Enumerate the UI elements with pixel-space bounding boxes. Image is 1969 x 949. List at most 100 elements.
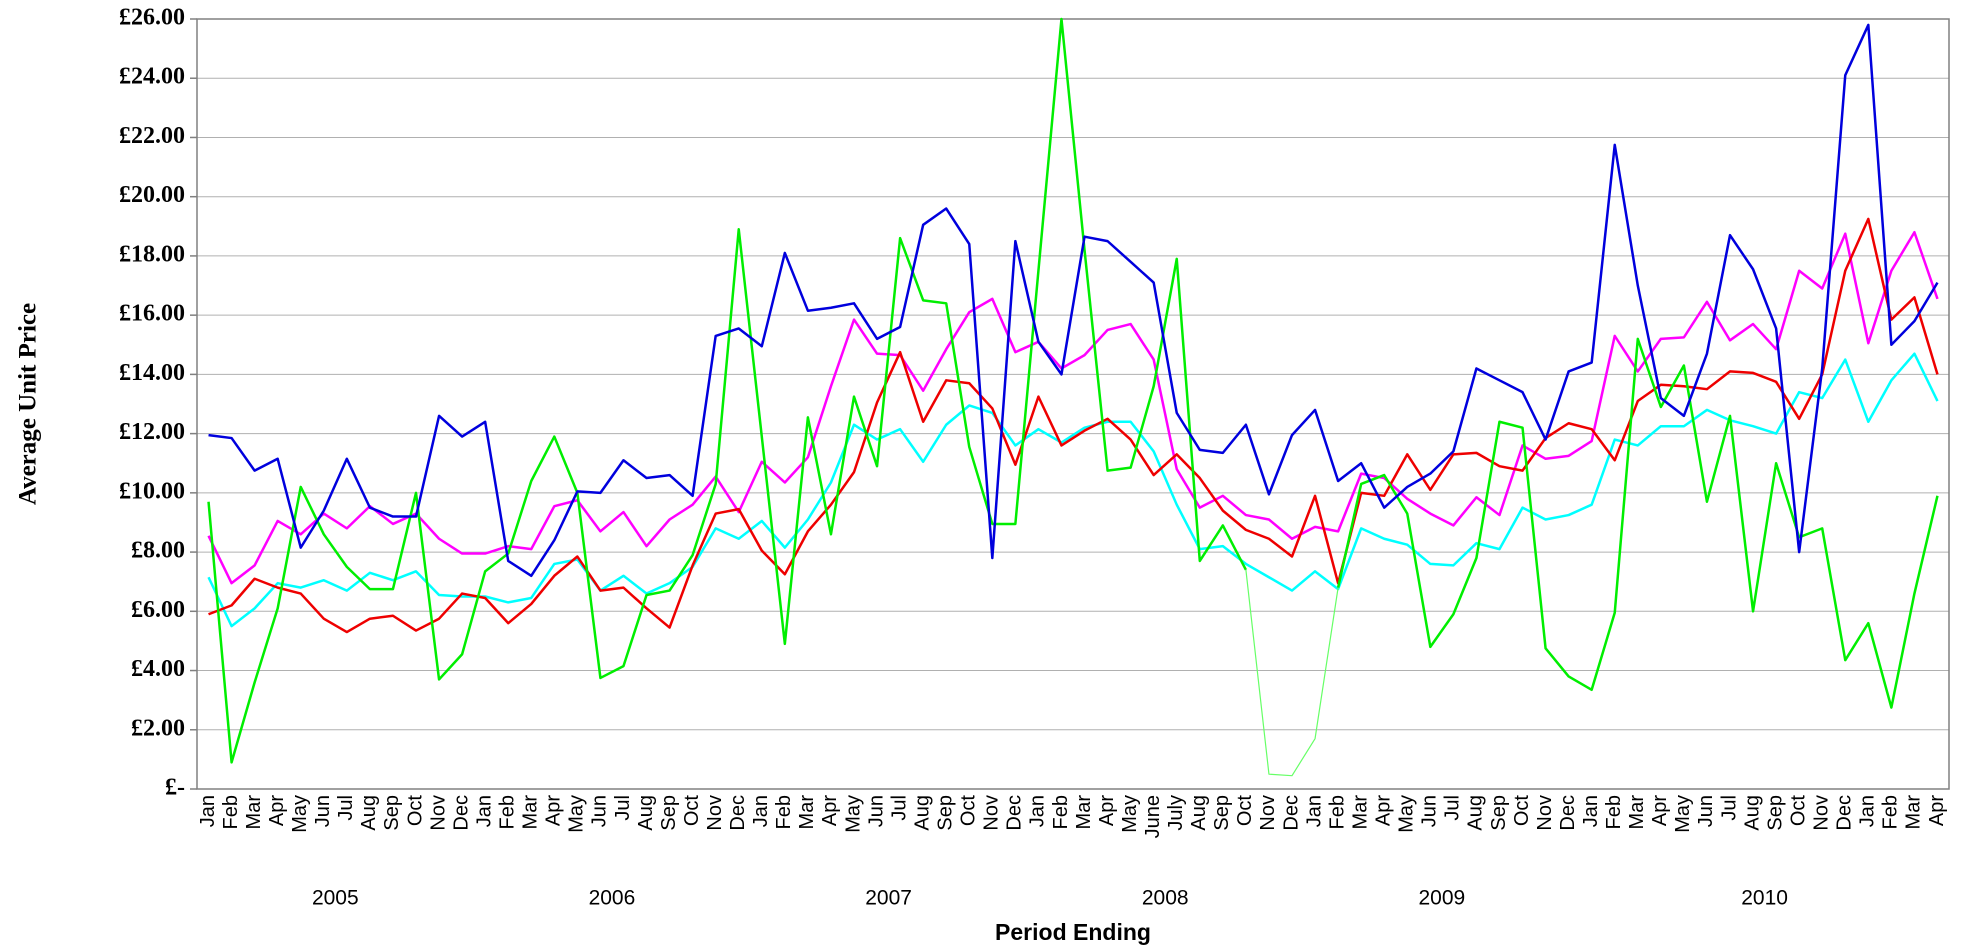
series-line [207,352,1939,628]
x-tick-label: May [566,795,588,833]
x-tick-label: Sep [658,795,680,831]
x-tick-label: Dec [450,795,472,831]
x-tick-label: May [1396,795,1418,833]
x-tick-label: Mar [1349,795,1371,830]
x-tick-label: Aug [358,795,380,831]
x-tick-label: Mar [1626,795,1648,830]
x-tick-label: Nov [704,795,726,831]
x-tick-label: Nov [427,795,449,831]
x-tick-label: Mar [520,795,542,830]
x-group-label: 2005 [312,887,359,910]
series-line [208,23,1939,578]
x-tick-label: Aug [911,795,933,831]
x-tick-label: Nov [981,795,1003,831]
x-tick-label: Jul [612,795,634,821]
x-tick-label: Jul [1442,795,1464,821]
x-tick-label: Aug [1465,795,1487,831]
x-tick-label: Feb [1050,795,1072,829]
x-tick-label: May [1119,795,1141,833]
x-tick-label: Sep [381,795,403,831]
x-tick-label: Apr [1926,795,1948,826]
x-tick-label: May [1672,795,1694,833]
x-tick-label: Apr [1649,795,1671,826]
x-tick-label: May [289,795,311,833]
x-tick-label: Jun [312,795,334,827]
x-tick-label: Sep [1211,795,1233,831]
x-group-label: 2006 [589,887,636,910]
series-line [1245,569,1339,777]
y-tick-label: £12.00 [119,419,185,445]
x-tick-label: May [842,795,864,833]
y-tick-label: £26.00 [119,5,185,31]
x-tick-label: Apr [1096,795,1118,826]
x-tick-label: Apr [266,795,288,826]
x-tick-label: July [1165,795,1187,831]
x-tick-label: Apr [819,795,841,826]
y-tick-label: £4.00 [131,656,185,682]
y-tick-label: £8.00 [131,538,185,564]
series-line [207,230,1939,585]
x-tick-label: Apr [1372,795,1394,826]
x-tick-label: Oct [1234,795,1256,827]
x-axis-title: Period Ending [995,919,1151,945]
x-tick-label: Jun [1419,795,1441,827]
x-group-label: 2007 [865,887,912,910]
y-tick-label: £18.00 [119,241,185,267]
x-tick-label: Jul [335,795,357,821]
x-group-label: 2009 [1418,887,1465,910]
x-tick-label: Jan [1303,795,1325,827]
x-tick-label: Dec [1004,795,1026,831]
x-tick-label: Dec [1280,795,1302,831]
x-tick-label: Dec [1834,795,1856,831]
x-tick-label: June [1142,795,1164,838]
x-tick-label: Feb [1326,795,1348,829]
x-tick-label: Aug [1188,795,1210,831]
x-tick-label: Oct [404,795,426,827]
x-tick-label: Sep [1764,795,1786,831]
x-tick-label: Feb [1603,795,1625,829]
y-tick-label: £2.00 [131,715,185,741]
series-line [207,17,1939,764]
x-tick-label: Nov [1810,795,1832,831]
x-tick-label: Feb [220,795,242,829]
plot-frame [196,18,1950,790]
y-tick-label: £- [165,775,185,801]
x-tick-label: Mar [796,795,818,830]
x-tick-label: Feb [773,795,795,829]
x-tick-label: Nov [1257,795,1279,831]
x-tick-label: Feb [1880,795,1902,829]
x-tick-label: Aug [635,795,657,831]
x-tick-label: Jan [750,795,772,827]
y-tick-label: £10.00 [119,478,185,504]
y-tick-label: £14.00 [119,360,185,386]
x-tick-label: Jan [1027,795,1049,827]
x-tick-label: Oct [958,795,980,827]
y-tick-label: £22.00 [119,123,185,149]
x-tick-label: Mar [243,795,265,830]
x-tick-label: Apr [543,795,565,826]
x-tick-label: Oct [681,795,703,827]
x-tick-label: Jul [1718,795,1740,821]
x-tick-label: Jan [197,795,219,827]
x-group-label: 2008 [1142,887,1189,910]
x-tick-label: Mar [1903,795,1925,830]
x-tick-label: Mar [1073,795,1095,830]
x-tick-label: Dec [727,795,749,831]
x-tick-label: Sep [1488,795,1510,831]
x-tick-label: Aug [1741,795,1763,831]
series-line [208,217,1939,634]
y-tick-label: £16.00 [119,301,185,327]
x-tick-label: Oct [1511,795,1533,827]
x-tick-label: Jun [589,795,611,827]
x-tick-label: Jan [473,795,495,827]
x-tick-label: Dec [1557,795,1579,831]
x-group-label: 2010 [1741,887,1788,910]
x-tick-label: Jul [888,795,910,821]
y-tick-label: £6.00 [131,597,185,623]
y-tick-label: £24.00 [119,64,185,90]
x-tick-label: Feb [496,795,518,829]
x-tick-label: Sep [934,795,956,831]
x-tick-label: Jan [1857,795,1879,827]
